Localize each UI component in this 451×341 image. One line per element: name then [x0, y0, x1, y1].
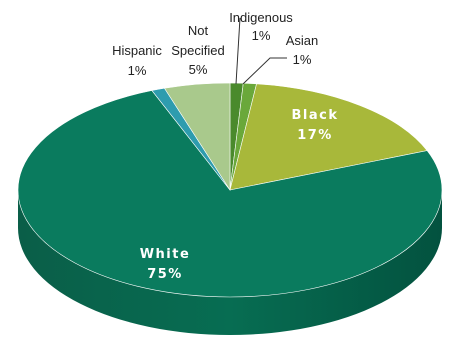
asian-leader-line: [242, 57, 287, 85]
hispanic-value: 1%: [128, 63, 147, 78]
hispanic-label: Hispanic: [112, 43, 162, 58]
pie-side-wall: [18, 190, 442, 335]
pie-top: [17, 82, 443, 298]
pie-slice-black: [229, 83, 428, 191]
black-value: 17%: [297, 128, 333, 143]
black-label: Black: [292, 108, 339, 123]
white-value: 75%: [147, 267, 183, 282]
asian-value: 1%: [293, 52, 312, 67]
pie-slice-not-specified: [163, 82, 231, 192]
not-specified-label-line1: Not: [188, 23, 209, 38]
not-specified-label-line2: Specified: [171, 43, 224, 58]
pie-slice-white: [17, 90, 443, 298]
pie-side: [18, 190, 442, 335]
asian-label: Asian: [286, 33, 319, 48]
indigenous-value: 1%: [252, 28, 271, 43]
white-label: White: [140, 247, 191, 262]
indigenous-leader-line: [235, 17, 241, 85]
indigenous-label: Indigenous: [229, 10, 293, 25]
not-specified-value: 5%: [189, 62, 208, 77]
